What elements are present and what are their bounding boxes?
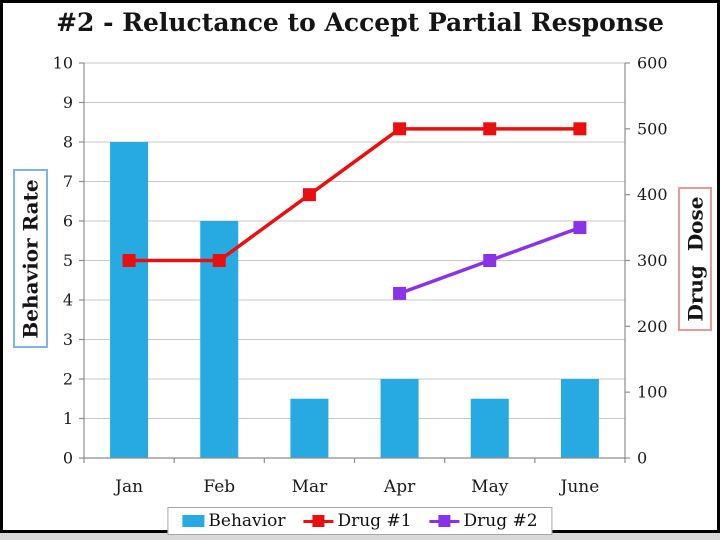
left-axis-tick-label: 9 <box>63 93 73 112</box>
x-axis-category-label: Apr <box>383 477 416 497</box>
x-axis-category-label: June <box>559 477 600 497</box>
drug-1-marker <box>212 254 226 267</box>
left-axis-tick-label: 10 <box>53 54 73 73</box>
right-axis-title-box: Drug Dose <box>678 187 712 331</box>
drug-2-marker <box>393 286 407 300</box>
left-axis-tick-label: 7 <box>63 172 73 191</box>
left-axis-tick-label: 8 <box>63 133 73 152</box>
left-axis-tick-label: 6 <box>63 212 73 231</box>
left-axis-tick-label: 0 <box>63 449 73 468</box>
left-axis-tick-label: 2 <box>63 370 73 389</box>
legend-item-drug-1: Drug #1 <box>303 511 412 531</box>
legend-line-swatch <box>429 514 460 528</box>
right-axis-tick-label: 100 <box>637 383 668 402</box>
right-axis-tick-label: 0 <box>637 449 647 468</box>
bar-jan <box>110 142 149 458</box>
x-axis-category-label: Feb <box>203 477 235 497</box>
left-axis-tick-label: 4 <box>63 291 73 310</box>
left-axis-tick-label: 5 <box>63 251 73 270</box>
drug-1-marker <box>573 122 587 136</box>
legend-item-drug-2: Drug #2 <box>429 511 538 531</box>
drug-1-marker <box>483 122 497 136</box>
right-axis-tick-label: 600 <box>637 54 668 73</box>
right-axis-tick-label: 300 <box>637 251 668 270</box>
left-axis-tick-label: 1 <box>63 409 73 428</box>
drug-1-marker <box>122 254 136 267</box>
bar-mar <box>290 398 329 458</box>
drug-1-line <box>129 127 580 263</box>
left-axis-title: Behavior Rate <box>18 178 43 339</box>
right-axis-title: Drug Dose <box>683 196 707 322</box>
x-axis-category-label: May <box>471 477 509 497</box>
drug-2-marker <box>573 221 587 235</box>
legend-item-behavior: Behavior <box>182 511 285 531</box>
right-axis-tick-label: 200 <box>637 317 668 336</box>
legend-line-swatch <box>303 514 334 528</box>
drug-2-marker <box>483 254 497 267</box>
drug-1-marker <box>302 188 316 202</box>
legend-label: Behavior <box>208 511 286 531</box>
bar-apr <box>380 379 419 458</box>
right-axis-tick-label: 400 <box>637 185 668 204</box>
x-axis-category-label: Jan <box>113 477 143 497</box>
chart-legend: Behavior Drug #1 Drug #2 <box>167 507 553 535</box>
bar-june <box>560 379 599 458</box>
legend-bar-swatch <box>182 515 205 527</box>
x-axis-category-label: Mar <box>292 477 329 497</box>
left-axis-title-box: Behavior Rate <box>13 169 48 348</box>
chart-title: #2 - Reluctance to Accept Partial Respon… <box>56 8 664 37</box>
legend-label: Drug #2 <box>463 511 538 531</box>
bar-may <box>470 398 509 458</box>
right-axis-tick-label: 500 <box>637 119 668 138</box>
legend-label: Drug #1 <box>337 511 412 531</box>
left-axis-tick-label: 3 <box>63 330 73 349</box>
drug-1-marker <box>393 122 407 136</box>
